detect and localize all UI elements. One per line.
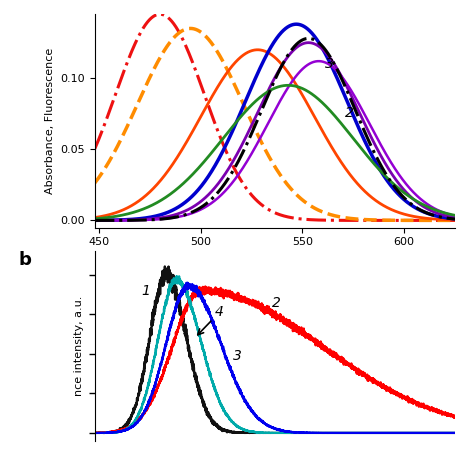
Text: 3: 3 [325,57,334,71]
X-axis label: Wavelength, nm: Wavelength, nm [224,253,326,266]
Text: 3: 3 [233,349,242,363]
Text: 4: 4 [215,305,224,319]
Text: 1: 1 [142,284,150,299]
Text: b: b [19,251,32,269]
Y-axis label: nce intensity, a.u.: nce intensity, a.u. [73,296,84,396]
Y-axis label: Absorbance, Fluorescence: Absorbance, Fluorescence [45,48,55,194]
Text: 2: 2 [345,106,354,119]
Text: 2: 2 [272,295,281,310]
